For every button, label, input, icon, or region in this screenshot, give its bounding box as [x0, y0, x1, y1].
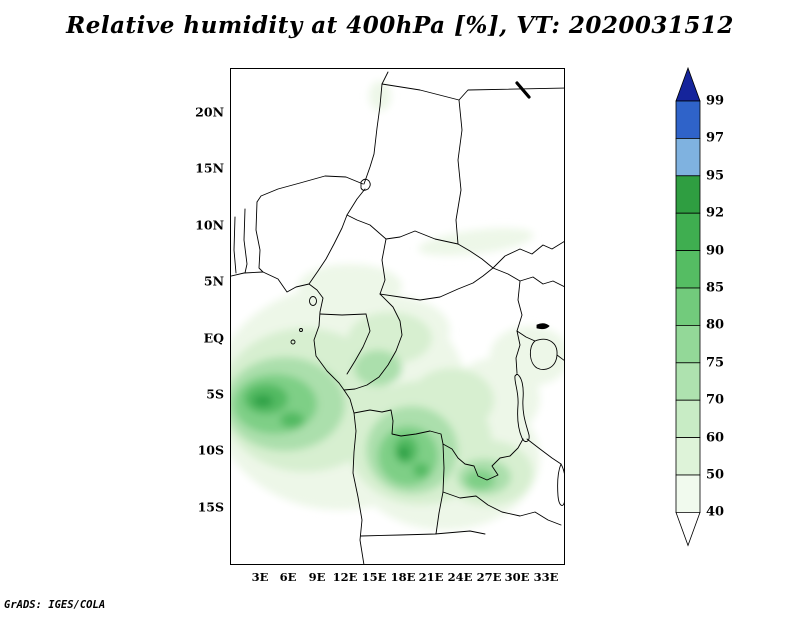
colorbar-tick-label: 90: [706, 243, 725, 259]
lake-nasser: [515, 81, 531, 99]
colorbar-tick-label: 75: [706, 355, 725, 371]
colorbar-segment: [675, 212, 701, 251]
colorbar: [675, 66, 701, 547]
colorbar-segment: [675, 138, 701, 177]
grads-credit: GrADS: IGES/COLA: [4, 599, 106, 611]
y-axis-tick: EQ: [203, 330, 224, 346]
coastline: [231, 271, 365, 564]
colorbar-segment: [675, 287, 701, 326]
x-axis-tick: 18E: [390, 570, 416, 584]
page-title: Relative humidity at 400hPa [%], VT: 202…: [66, 12, 734, 39]
x-axis-tick: 12E: [332, 570, 358, 584]
y-axis-tick: 10N: [195, 217, 224, 233]
colorbar-segment: [675, 100, 701, 139]
x-axis-tick: 15E: [361, 570, 387, 584]
x-axis-tick: 21E: [418, 570, 444, 584]
colorbar-tick-label: 50: [706, 467, 725, 483]
colorbar-arrow-top: [675, 66, 701, 102]
x-axis-tick: 9E: [308, 570, 326, 584]
lake-chad: [360, 178, 371, 191]
y-axis-tick: 5S: [206, 386, 224, 402]
humidity-layer-85-90: [253, 395, 410, 460]
colorbar-tick-label: 80: [706, 317, 725, 333]
lake-malawi: [557, 463, 564, 506]
y-axis-tick: 15S: [197, 499, 224, 515]
colorbar-tick-label: 40: [706, 504, 725, 520]
colorbar-segment: [675, 175, 701, 214]
x-axis-tick: 27E: [476, 570, 502, 584]
x-axis-tick: 33E: [533, 570, 559, 584]
colorbar-tick-label: 95: [706, 168, 725, 184]
plot-frame: [230, 68, 565, 565]
sao-tome-island: [290, 339, 296, 345]
lake-kyoga: [536, 323, 550, 330]
x-axis-tick: 24E: [447, 570, 473, 584]
x-axis-tick: 6E: [279, 570, 297, 584]
colorbar-tick-label: 99: [706, 93, 725, 109]
y-axis-tick: 5N: [203, 273, 224, 289]
colorbar-tick-label: 60: [706, 430, 725, 446]
x-axis-tick: 3E: [251, 570, 269, 584]
colorbar-segment: [675, 362, 701, 401]
colorbar-tick-label: 85: [706, 280, 725, 296]
country-borders: [231, 71, 564, 564]
colorbar-segment: [675, 324, 701, 364]
colorbar-tick-label: 97: [706, 130, 725, 146]
lake-tanganyika: [514, 373, 530, 442]
lake-victoria: [529, 338, 558, 370]
colorbar-segment: [675, 474, 701, 513]
y-axis-tick: 15N: [195, 160, 224, 176]
map-plot: [230, 68, 565, 565]
colorbar-arrow-bottom: [675, 511, 701, 547]
colorbar-segment: [675, 437, 701, 476]
principe-island: [299, 328, 303, 332]
colorbar-tick-label: 92: [706, 205, 725, 221]
x-axis-tick: 30E: [504, 570, 530, 584]
y-axis-tick: 10S: [197, 442, 224, 458]
colorbar-tick-label: 70: [706, 392, 725, 408]
bioko-island: [309, 296, 317, 306]
colorbar-segment: [675, 250, 701, 289]
y-axis-tick: 20N: [195, 104, 224, 120]
humidity-shading: [231, 81, 564, 530]
colorbar-segment: [675, 399, 701, 439]
